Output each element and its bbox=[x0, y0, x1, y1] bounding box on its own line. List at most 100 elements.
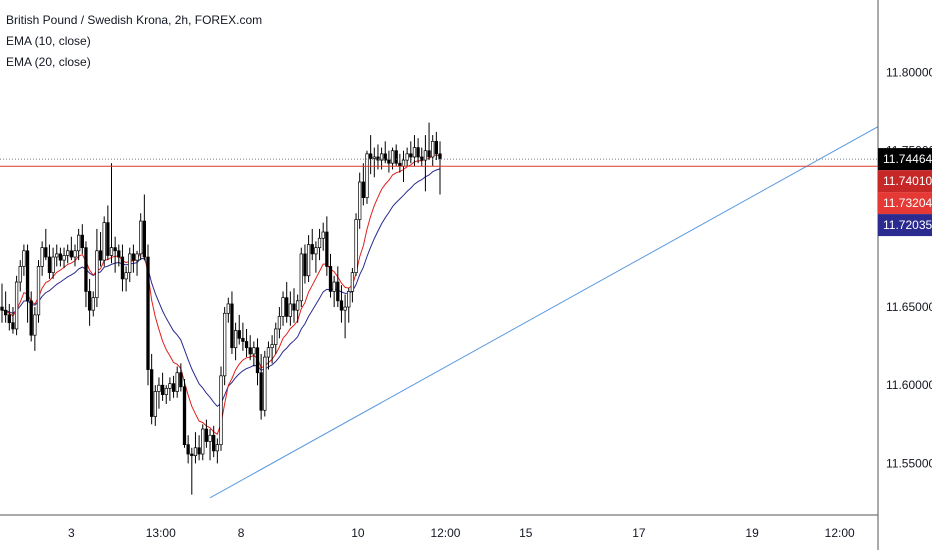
candle-body bbox=[157, 384, 161, 392]
candle-body bbox=[171, 383, 176, 392]
candle-body bbox=[259, 372, 263, 411]
price-label: 11.73204 bbox=[883, 196, 932, 210]
candle-body bbox=[332, 281, 336, 292]
candle-body bbox=[248, 347, 252, 355]
candle-body bbox=[343, 306, 347, 311]
candle bbox=[131, 244, 136, 273]
candle bbox=[431, 135, 435, 167]
candle-body bbox=[317, 237, 322, 248]
candle-body bbox=[76, 234, 81, 252]
candle-body bbox=[431, 140, 435, 158]
candle bbox=[423, 135, 428, 192]
candle-body bbox=[102, 222, 106, 261]
chart-title: British Pound / Swedish Krona, 2h, FOREX… bbox=[6, 13, 263, 27]
candle-body bbox=[95, 250, 99, 299]
price-label-bg bbox=[878, 170, 932, 193]
candle-body bbox=[416, 147, 420, 158]
candle-body bbox=[325, 231, 329, 267]
candle bbox=[33, 307, 37, 351]
candle bbox=[58, 247, 63, 267]
candle-body bbox=[208, 434, 212, 442]
candle bbox=[106, 205, 110, 261]
candle bbox=[171, 375, 176, 398]
candle bbox=[190, 447, 194, 495]
candle-body bbox=[168, 383, 172, 389]
candle-body bbox=[390, 150, 395, 164]
candle bbox=[288, 291, 292, 326]
candle bbox=[394, 144, 398, 167]
candle-body bbox=[401, 159, 406, 167]
candle bbox=[332, 275, 336, 308]
candle-body bbox=[241, 337, 245, 342]
candle bbox=[11, 307, 15, 334]
candle bbox=[416, 138, 420, 164]
candle-body bbox=[358, 181, 362, 220]
candle bbox=[339, 285, 344, 323]
candle-body bbox=[153, 391, 157, 417]
time-axis-tick: 19 bbox=[745, 526, 759, 540]
candle bbox=[252, 341, 256, 367]
candle bbox=[409, 141, 413, 164]
candle-body bbox=[7, 314, 11, 324]
candle bbox=[146, 244, 150, 386]
candle-body bbox=[109, 247, 114, 256]
candle bbox=[314, 241, 318, 273]
candle-body bbox=[62, 255, 66, 261]
candle-body bbox=[142, 220, 147, 258]
candle bbox=[244, 328, 249, 358]
candle-body bbox=[354, 219, 358, 274]
candle bbox=[84, 241, 88, 308]
price-label-bg bbox=[878, 214, 932, 237]
candle bbox=[87, 278, 92, 326]
time-axis-tick: 10 bbox=[351, 526, 365, 540]
candle-body bbox=[288, 303, 292, 317]
candle-body bbox=[328, 266, 333, 292]
candle-body bbox=[292, 303, 296, 311]
candle-body bbox=[164, 388, 168, 395]
candle bbox=[226, 297, 230, 323]
candle bbox=[358, 172, 362, 229]
candle bbox=[317, 228, 322, 261]
candle bbox=[310, 228, 314, 261]
time-axis-tick: 17 bbox=[632, 526, 646, 540]
candle bbox=[22, 244, 26, 276]
candle-body bbox=[347, 291, 351, 308]
candle bbox=[321, 222, 325, 251]
candle-body bbox=[29, 300, 33, 336]
candle bbox=[383, 141, 387, 164]
candle-body bbox=[423, 150, 428, 161]
trendline[interactable] bbox=[209, 126, 879, 499]
candle bbox=[263, 350, 267, 417]
chart-legend: British Pound / Swedish Krona, 2h, FOREX… bbox=[6, 10, 262, 73]
candle-body bbox=[186, 444, 190, 455]
candle-body bbox=[321, 231, 325, 239]
candle-body bbox=[252, 347, 256, 355]
candle bbox=[168, 377, 172, 401]
candle-body bbox=[3, 309, 8, 316]
time-axis-tick: 3 bbox=[68, 526, 75, 540]
candle bbox=[55, 244, 59, 267]
candle-body bbox=[372, 156, 376, 159]
candle-body bbox=[230, 303, 234, 349]
candle-body bbox=[135, 253, 139, 261]
candle-body bbox=[160, 384, 165, 395]
candle bbox=[223, 307, 227, 386]
candle-body bbox=[51, 256, 55, 274]
candle bbox=[175, 366, 179, 398]
candle bbox=[398, 153, 402, 173]
candle bbox=[306, 235, 311, 283]
candle-body bbox=[387, 159, 391, 164]
candle-body bbox=[296, 300, 300, 311]
candle-body bbox=[18, 266, 22, 283]
candle-body bbox=[226, 303, 230, 314]
candle-body bbox=[14, 281, 19, 330]
candle bbox=[420, 147, 424, 167]
candle bbox=[259, 353, 263, 420]
candle-body bbox=[25, 250, 30, 302]
price-label: 11.74010 bbox=[883, 174, 932, 188]
candle bbox=[405, 147, 409, 167]
candle bbox=[29, 291, 33, 342]
candle-body bbox=[11, 322, 15, 330]
